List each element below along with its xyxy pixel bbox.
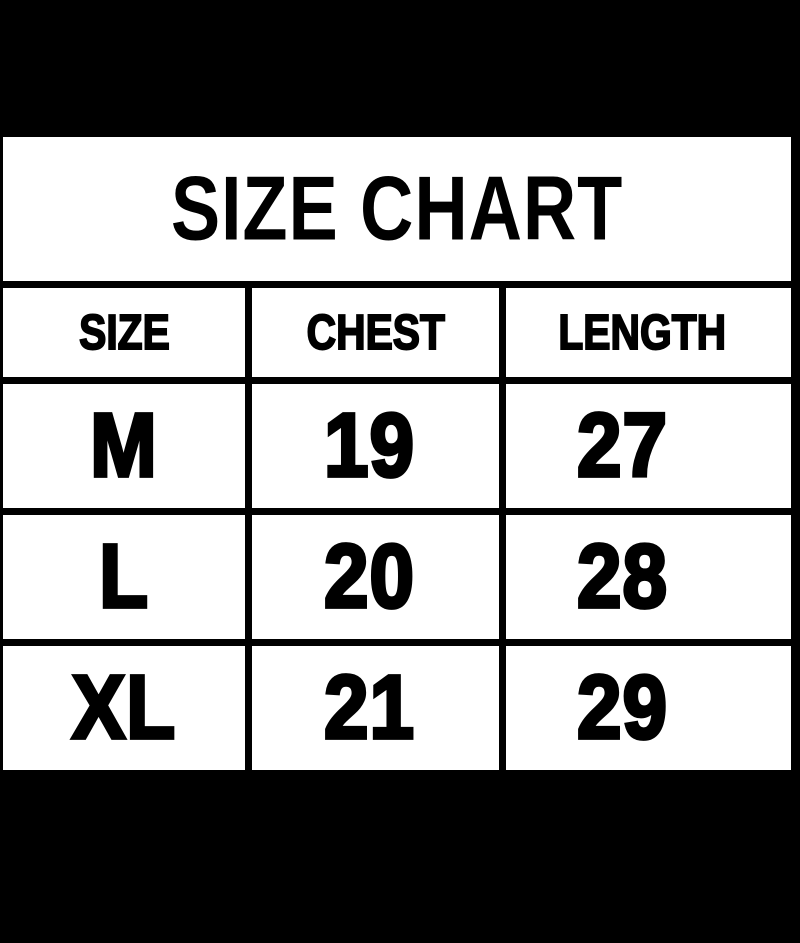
column-header-size-label: SIZE [78, 305, 170, 360]
table-row: L 20 28 [3, 515, 791, 639]
cell-size-value: L [97, 526, 149, 627]
cell-size: M [3, 384, 245, 508]
size-chart-table: SIZE CHART SIZE CHEST LENGTH M 19 27 [3, 137, 791, 774]
cell-length: 27 [506, 384, 791, 508]
page-title: SIZE CHART [170, 158, 624, 260]
cell-length-value: 28 [575, 526, 668, 627]
cell-chest-value: 20 [322, 526, 415, 627]
column-header-chest: CHEST [252, 288, 499, 377]
column-header-length-label: LENGTH [558, 305, 727, 360]
table-row: XL 21 29 [3, 646, 791, 770]
cell-chest: 19 [252, 384, 499, 508]
cell-length-value: 29 [575, 657, 668, 758]
cell-length: 29 [506, 646, 791, 770]
table-row: M 19 27 [3, 384, 791, 508]
chart-title-row: SIZE CHART [3, 137, 791, 281]
cell-size-value: XL [70, 657, 177, 758]
column-header-chest-label: CHEST [306, 305, 446, 360]
cell-size-value: M [88, 395, 158, 496]
column-header-size: SIZE [3, 288, 245, 377]
cell-size: L [3, 515, 245, 639]
cell-chest-value: 21 [322, 657, 415, 758]
cell-chest: 21 [252, 646, 499, 770]
cell-length: 28 [506, 515, 791, 639]
cell-size: XL [3, 646, 245, 770]
cell-length-value: 27 [575, 395, 668, 496]
table-header-row: SIZE CHEST LENGTH [3, 288, 791, 377]
column-header-length: LENGTH [506, 288, 791, 377]
cell-chest-value: 19 [322, 395, 415, 496]
cell-chest: 20 [252, 515, 499, 639]
